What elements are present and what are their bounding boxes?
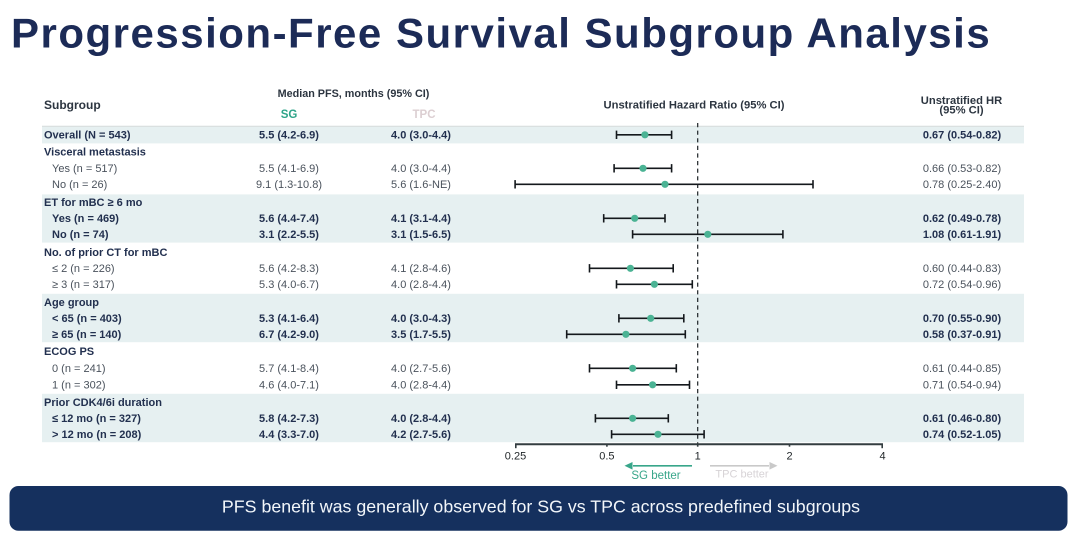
svg-text:5.5 (4.2-6.9): 5.5 (4.2-6.9) <box>259 129 319 141</box>
svg-text:3.5 (1.7-5.5): 3.5 (1.7-5.5) <box>391 329 451 341</box>
svg-text:0.72 (0.54-0.96): 0.72 (0.54-0.96) <box>923 279 1001 291</box>
svg-text:Overall (N = 543): Overall (N = 543) <box>44 129 131 141</box>
svg-text:4.0 (3.0-4.4): 4.0 (3.0-4.4) <box>391 163 451 175</box>
svg-text:4.0 (3.0-4.3): 4.0 (3.0-4.3) <box>391 313 451 325</box>
svg-text:1 (n = 302): 1 (n = 302) <box>52 379 106 391</box>
svg-text:< 65 (n = 403): < 65 (n = 403) <box>52 313 122 325</box>
svg-text:Yes (n = 469): Yes (n = 469) <box>52 213 119 225</box>
svg-text:4.4 (3.3-7.0): 4.4 (3.3-7.0) <box>259 429 319 441</box>
svg-text:0.58 (0.37-0.91): 0.58 (0.37-0.91) <box>923 329 1002 341</box>
svg-text:SG better: SG better <box>631 470 680 482</box>
svg-text:(95% CI): (95% CI) <box>939 105 983 117</box>
svg-text:3.1 (2.2-5.5): 3.1 (2.2-5.5) <box>259 229 319 241</box>
svg-text:0.5: 0.5 <box>599 451 614 463</box>
svg-text:No (n = 26): No (n = 26) <box>52 179 107 191</box>
svg-text:≥ 3 (n = 317): ≥ 3 (n = 317) <box>52 279 115 291</box>
svg-text:Unstratified HR: Unstratified HR <box>921 95 1002 107</box>
svg-text:0.71 (0.54-0.94): 0.71 (0.54-0.94) <box>923 379 1001 391</box>
svg-text:≥ 65 (n = 140): ≥ 65 (n = 140) <box>52 329 122 341</box>
svg-text:4.0 (2.7-5.6): 4.0 (2.7-5.6) <box>391 363 451 375</box>
svg-text:> 12 mo (n = 208): > 12 mo (n = 208) <box>52 429 142 441</box>
svg-text:0.78 (0.25-2.40): 0.78 (0.25-2.40) <box>923 179 1001 191</box>
svg-text:6.7 (4.2-9.0): 6.7 (4.2-9.0) <box>259 329 319 341</box>
svg-text:SG: SG <box>281 109 298 121</box>
svg-text:4.0 (3.0-4.4): 4.0 (3.0-4.4) <box>391 129 451 141</box>
svg-text:No. of prior CT for mBC: No. of prior CT for mBC <box>44 247 167 259</box>
svg-text:1.08 (0.61-1.91): 1.08 (0.61-1.91) <box>923 229 1002 241</box>
svg-text:TPC: TPC <box>413 109 436 121</box>
svg-text:≤ 12 mo (n = 327): ≤ 12 mo (n = 327) <box>52 413 141 425</box>
svg-text:Visceral metastasis: Visceral metastasis <box>44 147 146 159</box>
svg-text:0.61 (0.46-0.80): 0.61 (0.46-0.80) <box>923 413 1002 425</box>
svg-text:4.1 (3.1-4.4): 4.1 (3.1-4.4) <box>391 213 451 225</box>
svg-text:PFS benefit was generally obse: PFS benefit was generally observed for S… <box>222 497 860 517</box>
svg-text:Prior CDK4/6i duration: Prior CDK4/6i duration <box>44 397 162 409</box>
svg-text:No (n = 74): No (n = 74) <box>52 229 109 241</box>
svg-text:5.6 (4.4-7.4): 5.6 (4.4-7.4) <box>259 213 319 225</box>
svg-text:4.6 (4.0-7.1): 4.6 (4.0-7.1) <box>259 379 319 391</box>
svg-text:2: 2 <box>786 451 792 463</box>
svg-text:5.7 (4.1-8.4): 5.7 (4.1-8.4) <box>259 363 319 375</box>
svg-text:0 (n = 241): 0 (n = 241) <box>52 363 106 375</box>
svg-text:5.3 (4.0-6.7): 5.3 (4.0-6.7) <box>259 279 319 291</box>
svg-text:4: 4 <box>879 451 885 463</box>
svg-text:0.25: 0.25 <box>505 451 526 463</box>
svg-text:0.62 (0.49-0.78): 0.62 (0.49-0.78) <box>923 213 1002 225</box>
svg-text:ECOG PS: ECOG PS <box>44 346 94 358</box>
svg-text:0.74 (0.52-1.05): 0.74 (0.52-1.05) <box>923 429 1002 441</box>
svg-text:0.60 (0.44-0.83): 0.60 (0.44-0.83) <box>923 263 1001 275</box>
svg-text:0.70 (0.55-0.90): 0.70 (0.55-0.90) <box>923 313 1002 325</box>
svg-text:TPC better: TPC better <box>715 469 769 481</box>
svg-text:Yes (n = 517): Yes (n = 517) <box>52 163 117 175</box>
svg-text:4.1 (2.8-4.6): 4.1 (2.8-4.6) <box>391 263 451 275</box>
svg-text:Unstratified Hazard Ratio (95%: Unstratified Hazard Ratio (95% CI) <box>604 100 785 112</box>
svg-text:5.6 (1.6-NE): 5.6 (1.6-NE) <box>391 179 451 191</box>
svg-text:4.0 (2.8-4.4): 4.0 (2.8-4.4) <box>391 379 451 391</box>
svg-text:ET for mBC ≥ 6 mo: ET for mBC ≥ 6 mo <box>44 197 143 209</box>
svg-text:0.61 (0.44-0.85): 0.61 (0.44-0.85) <box>923 363 1001 375</box>
svg-text:5.5 (4.1-6.9): 5.5 (4.1-6.9) <box>259 163 319 175</box>
svg-text:4.0 (2.8-4.4): 4.0 (2.8-4.4) <box>391 413 451 425</box>
svg-text:Median PFS, months (95% CI): Median PFS, months (95% CI) <box>278 88 430 100</box>
svg-text:≤ 2 (n = 226): ≤ 2 (n = 226) <box>52 263 115 275</box>
svg-text:5.8 (4.2-7.3): 5.8 (4.2-7.3) <box>259 413 319 425</box>
svg-text:5.6 (4.2-8.3): 5.6 (4.2-8.3) <box>259 263 319 275</box>
svg-text:Progression-Free Survival Subg: Progression-Free Survival Subgroup Analy… <box>11 10 991 57</box>
svg-text:9.1 (1.3-10.8): 9.1 (1.3-10.8) <box>256 179 322 191</box>
svg-text:Age group: Age group <box>44 297 99 309</box>
svg-text:1: 1 <box>695 451 701 463</box>
svg-text:4.2 (2.7-5.6): 4.2 (2.7-5.6) <box>391 429 451 441</box>
svg-text:3.1 (1.5-6.5): 3.1 (1.5-6.5) <box>391 229 451 241</box>
svg-text:Subgroup: Subgroup <box>44 98 101 112</box>
svg-text:0.66 (0.53-0.82): 0.66 (0.53-0.82) <box>923 163 1001 175</box>
svg-text:4.0 (2.8-4.4): 4.0 (2.8-4.4) <box>391 279 451 291</box>
svg-text:5.3 (4.1-6.4): 5.3 (4.1-6.4) <box>259 313 319 325</box>
svg-text:0.67 (0.54-0.82): 0.67 (0.54-0.82) <box>923 129 1002 141</box>
